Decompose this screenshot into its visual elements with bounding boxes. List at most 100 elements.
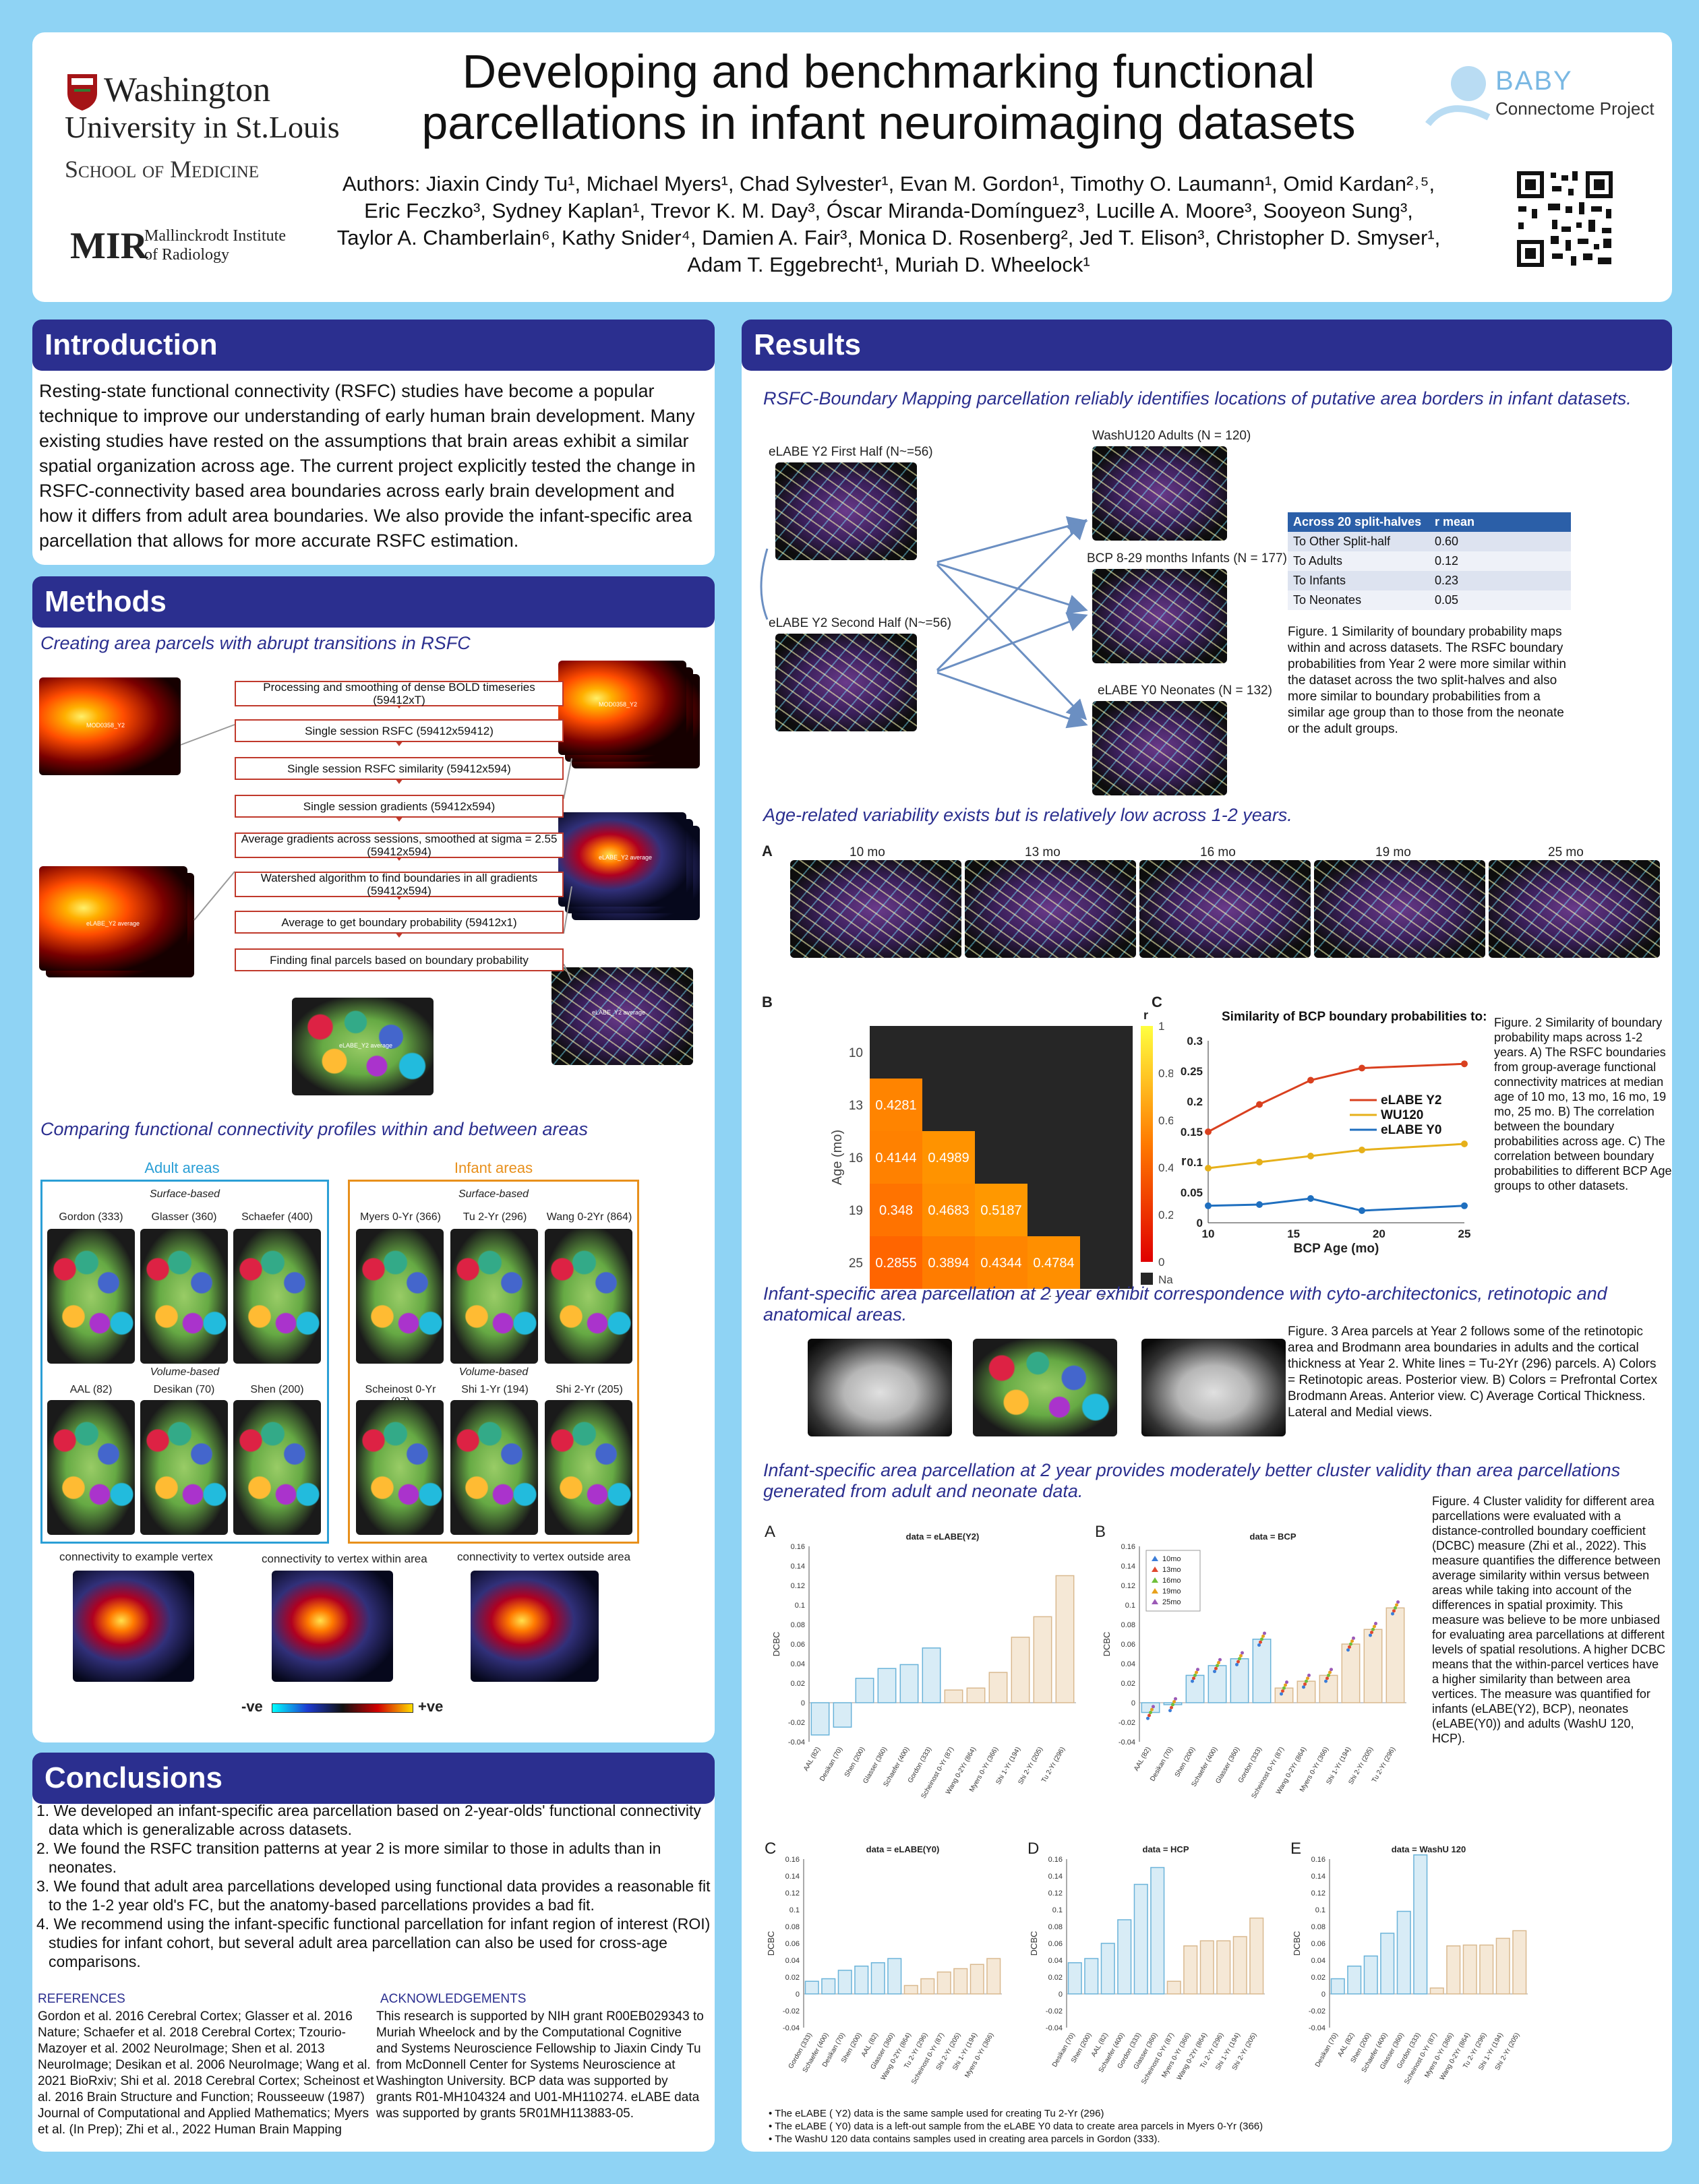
brain-subject-map: MOD0358_Y2 bbox=[39, 677, 181, 775]
y-tick: 0 bbox=[796, 1991, 800, 1999]
bar-age-marker bbox=[1168, 1709, 1172, 1713]
adult-volume-label: Volume-based bbox=[150, 1366, 220, 1378]
bar bbox=[1429, 1987, 1444, 1995]
flow-step-5: Average gradients across sessions, smoot… bbox=[235, 832, 564, 858]
bar-panel-letter: C bbox=[765, 1840, 776, 1858]
bar bbox=[1380, 1933, 1395, 1995]
bar-age-marker bbox=[1280, 1692, 1283, 1696]
mir-letters: MIR bbox=[70, 225, 148, 267]
bar bbox=[953, 1968, 968, 1995]
flow-step-1: Processing and smoothing of dense BOLD t… bbox=[235, 681, 564, 706]
series-point bbox=[1359, 1207, 1365, 1214]
bar bbox=[870, 1962, 885, 1995]
y-tick: 0.14 bbox=[791, 1563, 805, 1571]
parc-brain-myers bbox=[356, 1229, 444, 1364]
heatmap-cell-label: 0.2855 bbox=[875, 1256, 916, 1271]
brain-label: eLABE_Y2 average bbox=[86, 920, 140, 927]
qr-code-icon bbox=[1514, 169, 1615, 270]
heatmap-cell-label: 0.4344 bbox=[980, 1256, 1021, 1271]
y-tick: 0.08 bbox=[785, 1923, 800, 1931]
colorbar-tick: 0.8 bbox=[1158, 1067, 1173, 1080]
x-tick: Gordon (333) bbox=[1237, 1746, 1263, 1784]
bar-age-marker bbox=[1238, 1657, 1241, 1661]
heatmap-x-tick: 16 bbox=[994, 1294, 1008, 1297]
y-tick: -0.04 bbox=[1119, 1738, 1135, 1747]
x-axis-label: BCP Age (mo) bbox=[1294, 1242, 1379, 1256]
y-tick: 0 bbox=[1197, 1217, 1203, 1230]
heatmap-cell bbox=[975, 1184, 1027, 1236]
table-row: To Other Split-half 0.60 bbox=[1288, 532, 1571, 551]
heatmap-cell bbox=[922, 1131, 975, 1184]
flow-step-2: Single session RSFC (59412x59412) bbox=[235, 719, 564, 742]
y-tick: 0.1 bbox=[1052, 1906, 1063, 1914]
heatmap-cell bbox=[870, 1131, 922, 1184]
bar bbox=[1133, 1883, 1148, 1995]
bar bbox=[1216, 1940, 1231, 1995]
bar-age-marker bbox=[1172, 1700, 1176, 1704]
bar bbox=[1347, 1966, 1362, 1995]
heatmap-cell bbox=[922, 1184, 975, 1236]
wu-school: School of Medicine bbox=[65, 156, 260, 183]
bar-chart-title: data = eLABE(Y0) bbox=[866, 1844, 940, 1854]
parc-brain-schaefer bbox=[233, 1229, 321, 1364]
bar-age-marker bbox=[1369, 1633, 1372, 1637]
series-point bbox=[1256, 1101, 1263, 1108]
conclusion-item: 3. We found that adult area parcellation… bbox=[36, 1877, 711, 1914]
baby-icon bbox=[1425, 66, 1491, 127]
fig1-label-second-half: eLABE Y2 Second Half (N~=56) bbox=[769, 616, 952, 630]
heatmap-cell bbox=[870, 1079, 922, 1131]
brain-average-stack-2: eLABE_Y2 average bbox=[39, 866, 187, 971]
brain-label: eLABE_Y2 average bbox=[599, 854, 653, 861]
fig2-heatmap: 0.4281 0.4144 0.4989 0.348 0.4683 0.5187 0.285… bbox=[830, 1008, 1173, 1297]
bar bbox=[810, 1702, 830, 1736]
bar-age-marker bbox=[1328, 1670, 1332, 1674]
bar bbox=[1396, 1910, 1411, 1995]
bar-age-marker bbox=[1302, 1685, 1305, 1689]
bar bbox=[1446, 1945, 1461, 1995]
flow-step-4: Single session gradients (59412x594) bbox=[235, 795, 564, 818]
bar-panel-letter: B bbox=[1095, 1523, 1106, 1541]
y-tick: -0.02 bbox=[1119, 1719, 1135, 1727]
parc-label-tu: Tu 2-Yr (296) bbox=[463, 1211, 527, 1223]
table-cell: 0.12 bbox=[1429, 551, 1571, 571]
heatmap-x-tick: 10 bbox=[889, 1294, 903, 1297]
parc-label-desikan: Desikan (70) bbox=[153, 1384, 215, 1395]
flow-step-6: Watershed algorithm to find boundaries i… bbox=[235, 872, 564, 897]
bar-age-marker bbox=[1325, 1676, 1329, 1680]
bar-age-marker bbox=[1171, 1703, 1174, 1707]
bar bbox=[1363, 1629, 1383, 1703]
y-tick: 0.25 bbox=[1181, 1065, 1203, 1078]
adult-surface-label: Surface-based bbox=[149, 1188, 220, 1200]
note-item: • The WashU 120 data contains samples us… bbox=[769, 2133, 1160, 2145]
table-cell: To Neonates bbox=[1288, 590, 1429, 610]
title-line-2: parcellations in infant neuroimaging dat… bbox=[421, 96, 1356, 149]
y-tick: 0.14 bbox=[1121, 1563, 1135, 1571]
age-brain-19 bbox=[1314, 860, 1485, 958]
bar-age-marker bbox=[1191, 1679, 1194, 1683]
bar-age-marker bbox=[1327, 1673, 1330, 1677]
flow-step-8: Finding final parcels based on boundary … bbox=[235, 948, 564, 971]
heatmap-y-tick: 10 bbox=[849, 1046, 863, 1060]
x-tick: Desikan (70) bbox=[818, 1746, 844, 1783]
table-cell: 0.23 bbox=[1429, 571, 1571, 590]
bar bbox=[1479, 1944, 1494, 1995]
parc-brain-aal bbox=[47, 1400, 135, 1535]
table-cell: 0.60 bbox=[1429, 532, 1571, 551]
conn-label-outside: connectivity to vertex outside area bbox=[457, 1550, 631, 1563]
title-line-1: Developing and benchmarking functional bbox=[462, 45, 1315, 98]
x-tick: Desikan (70) bbox=[1149, 1746, 1174, 1783]
bar-age-marker bbox=[1350, 1639, 1354, 1643]
y-tick: 0 bbox=[1059, 1991, 1063, 1999]
x-tick: 25 bbox=[1458, 1227, 1471, 1240]
fig3-brain-retinotopic bbox=[808, 1339, 952, 1436]
age-label: 16 mo bbox=[1200, 845, 1236, 859]
colorbar-tick: 1 bbox=[1158, 1020, 1164, 1033]
fig1-caption: Figure. 1 Similarity of boundary probabi… bbox=[1288, 625, 1566, 736]
y-tick: 0.04 bbox=[1048, 1957, 1063, 1965]
bar-age-marker bbox=[1213, 1670, 1216, 1674]
brain-label: eLABE_Y2 average bbox=[339, 1042, 393, 1049]
crest-icon bbox=[67, 74, 97, 111]
